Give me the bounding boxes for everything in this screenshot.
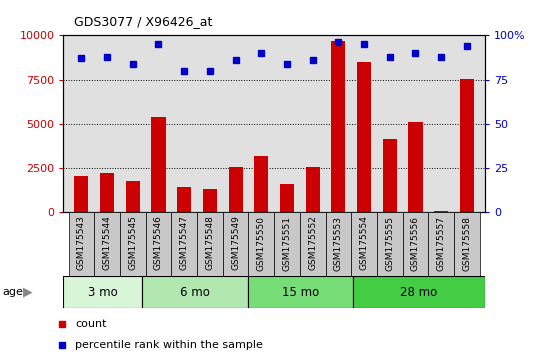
Bar (120, 212, 145, 276)
Bar (408, 122, 423, 212)
Text: GSM175556: GSM175556 (411, 216, 420, 270)
Bar (383, 139, 397, 212)
Bar (428, 212, 454, 276)
Text: GSM175551: GSM175551 (283, 216, 291, 270)
Bar (357, 62, 371, 212)
Bar (152, 117, 165, 212)
Bar (351, 212, 377, 276)
Bar (177, 187, 191, 212)
Bar (460, 79, 474, 212)
Text: GSM175553: GSM175553 (334, 216, 343, 270)
Bar (280, 184, 294, 212)
Bar (353, 276, 485, 308)
Text: GSM175554: GSM175554 (360, 216, 369, 270)
Bar (300, 212, 326, 276)
Bar (197, 212, 223, 276)
Text: GSM175549: GSM175549 (231, 216, 240, 270)
Bar (100, 172, 114, 212)
Bar (249, 212, 274, 276)
Bar (254, 156, 268, 212)
Bar (63, 276, 142, 308)
Text: GDS3077 / X96426_at: GDS3077 / X96426_at (74, 15, 213, 28)
Text: 6 mo: 6 mo (180, 286, 210, 298)
Text: age: age (3, 287, 24, 297)
Bar (331, 41, 345, 212)
Bar (306, 167, 320, 212)
Bar (171, 212, 197, 276)
Bar (145, 212, 171, 276)
Bar (454, 212, 480, 276)
Text: GSM175558: GSM175558 (462, 216, 472, 270)
Bar (248, 276, 353, 308)
Text: ▶: ▶ (23, 286, 33, 298)
Bar (326, 212, 351, 276)
Text: GSM175555: GSM175555 (385, 216, 395, 270)
Bar (403, 212, 428, 276)
Text: GSM175544: GSM175544 (102, 216, 111, 270)
Bar (68, 212, 94, 276)
Bar (126, 181, 140, 212)
Bar (142, 276, 248, 308)
Text: GSM175543: GSM175543 (77, 216, 86, 270)
Bar (203, 189, 217, 212)
Bar (377, 212, 403, 276)
Text: GSM175552: GSM175552 (308, 216, 317, 270)
Text: percentile rank within the sample: percentile rank within the sample (75, 339, 263, 350)
Text: 3 mo: 3 mo (88, 286, 118, 298)
Bar (434, 211, 449, 212)
Text: 15 mo: 15 mo (282, 286, 319, 298)
Text: 28 mo: 28 mo (401, 286, 437, 298)
Text: GSM175548: GSM175548 (206, 216, 214, 270)
Bar (274, 212, 300, 276)
Bar (229, 167, 242, 212)
Text: GSM175550: GSM175550 (257, 216, 266, 270)
Bar (74, 176, 88, 212)
Text: GSM175545: GSM175545 (128, 216, 137, 270)
Text: GSM175546: GSM175546 (154, 216, 163, 270)
Text: count: count (75, 319, 106, 330)
Text: GSM175557: GSM175557 (437, 216, 446, 270)
Bar (223, 212, 249, 276)
Bar (94, 212, 120, 276)
Text: GSM175547: GSM175547 (180, 216, 188, 270)
